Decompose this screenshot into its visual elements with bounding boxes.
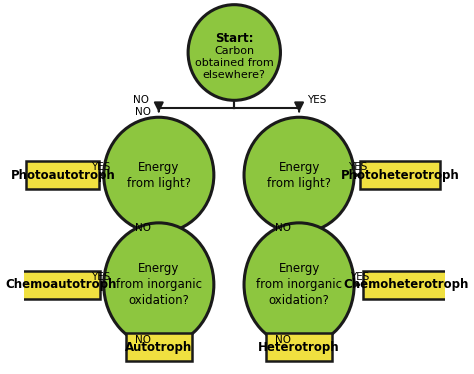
- FancyBboxPatch shape: [363, 271, 448, 298]
- Text: Heterotroph: Heterotroph: [258, 341, 340, 354]
- Text: YES: YES: [350, 272, 369, 282]
- Text: YES: YES: [91, 272, 111, 282]
- Text: Autotroph: Autotroph: [125, 341, 192, 354]
- FancyBboxPatch shape: [360, 161, 440, 189]
- Ellipse shape: [188, 5, 281, 100]
- Text: Energy
from light?: Energy from light?: [127, 160, 191, 190]
- Text: YES: YES: [307, 95, 327, 105]
- Text: Start:: Start:: [215, 32, 254, 45]
- Text: Carbon
obtained from
elsewhere?: Carbon obtained from elsewhere?: [195, 46, 273, 80]
- Ellipse shape: [104, 223, 214, 346]
- Text: YES: YES: [91, 162, 110, 172]
- Text: NO: NO: [135, 107, 151, 117]
- Text: NO: NO: [133, 95, 149, 105]
- Text: NO: NO: [135, 335, 151, 345]
- Text: Energy
from inorganic
oxidation?: Energy from inorganic oxidation?: [256, 262, 342, 307]
- FancyBboxPatch shape: [27, 161, 100, 189]
- Text: YES: YES: [348, 162, 368, 172]
- FancyBboxPatch shape: [266, 334, 332, 361]
- Ellipse shape: [244, 223, 354, 346]
- Text: Energy
from light?: Energy from light?: [267, 160, 331, 190]
- Text: Energy
from inorganic
oxidation?: Energy from inorganic oxidation?: [116, 262, 202, 307]
- Text: Chemoautotroph: Chemoautotroph: [5, 278, 117, 291]
- Text: Photoheterotroph: Photoheterotroph: [341, 169, 460, 181]
- Text: Chemoheterotroph: Chemoheterotroph: [343, 278, 468, 291]
- FancyBboxPatch shape: [126, 334, 191, 361]
- Text: NO: NO: [275, 335, 291, 345]
- Text: NO: NO: [135, 223, 151, 233]
- FancyBboxPatch shape: [22, 271, 100, 298]
- Text: NO: NO: [275, 223, 291, 233]
- Ellipse shape: [244, 117, 354, 233]
- Text: Photoautotroph: Photoautotroph: [10, 169, 115, 181]
- Ellipse shape: [104, 117, 214, 233]
